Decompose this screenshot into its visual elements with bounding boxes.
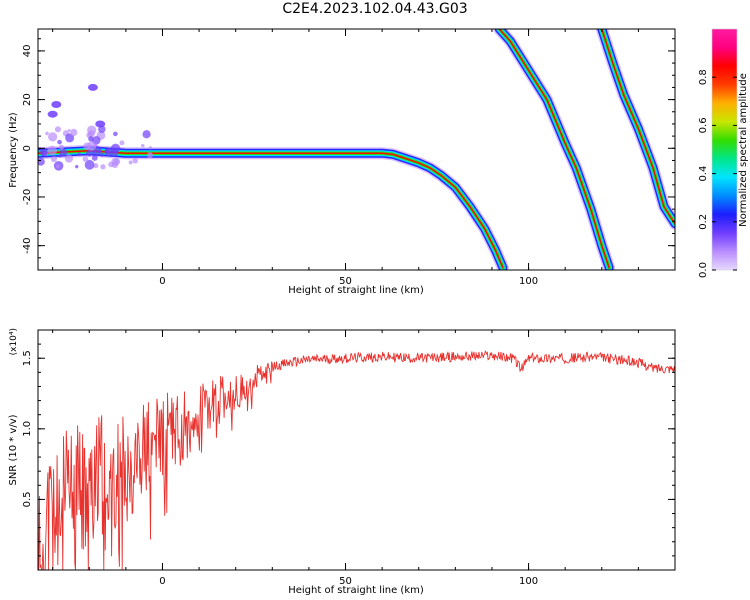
spectrogram-y-tick-label: -40 [22, 237, 33, 253]
snr-y-label: SNR (10 * v/v) [8, 414, 19, 485]
spectrogram-ridge-2 [493, 29, 616, 270]
page-title: C2E4.2023.102.04.43.G03 [282, 1, 468, 17]
spectrogram-blob-2 [47, 110, 58, 118]
colorbar-label: Normalized spectral amplitude [738, 73, 749, 227]
spectrogram-blob-4 [95, 120, 106, 128]
spectrogram-blob-3 [87, 83, 98, 91]
spectrogram-y-tick-label: 40 [22, 45, 33, 58]
snr-x-tick-label: 100 [519, 576, 538, 587]
snr-x-tick-label: 50 [339, 576, 352, 587]
colorbar-scale [712, 29, 737, 270]
spectrogram-x-tick-label: 50 [339, 276, 352, 287]
colorbar-tick-label: 0.2 [698, 214, 709, 230]
spectrogram-noise [38, 125, 153, 171]
colorbar: 0.0 0.2 0.4 0.6 0.8 Normalized spectral ampl… [698, 28, 749, 278]
spectrogram-frame [37, 28, 676, 271]
spectrogram-blob-1 [51, 100, 62, 108]
snr-ticks: 0 50 100 0.5 1.0 1.5 [22, 330, 676, 587]
spectrogram-y-tick-label: -20 [22, 189, 33, 205]
spectrogram-y-label: Frequency (Hz) [8, 112, 19, 188]
colorbar-tick-label: 0.4 [698, 166, 709, 182]
spectrogram-ticks: 0 50 100 -40 -20 0 20 40 [22, 29, 676, 287]
spectrogram-ridge-1 [38, 144, 509, 270]
spectrogram-ridge-3 [595, 29, 675, 230]
spectrogram-y-tick-label: 0 [22, 145, 33, 151]
spectrogram-ridges [38, 29, 675, 270]
snr-x-tick-label: 0 [159, 576, 165, 587]
colorbar-tick-label: 0.6 [698, 117, 709, 133]
colorbar-tick-label: 0.0 [698, 262, 709, 278]
snr-y-tick-label: 0.5 [22, 491, 33, 507]
spectrogram-x-label: Height of straight line (km) [288, 285, 424, 296]
snr-y-tick-label: 1.0 [22, 421, 33, 437]
snr-series-line [38, 349, 675, 570]
spectrogram-y-tick-label: 20 [22, 93, 33, 106]
colorbar-ticks: 0.0 0.2 0.4 0.6 0.8 [698, 69, 737, 278]
snr-y-tick-label: 1.5 [22, 350, 33, 366]
colorbar-tick-label: 0.8 [698, 69, 709, 85]
snr-panel: 0 50 100 0.5 1.0 1.5 Height of straight line … [8, 328, 676, 596]
spectrogram-x-tick-label: 0 [159, 276, 165, 287]
snr-frame [37, 329, 676, 571]
snr-scale-note: (x10⁴) [9, 328, 19, 355]
snr-x-label: Height of straight line (km) [288, 585, 424, 596]
spectrogram-panel: 0 50 100 -40 -20 0 20 40 Height of straight lin… [8, 28, 676, 296]
spectrogram-x-tick-label: 100 [519, 276, 538, 287]
